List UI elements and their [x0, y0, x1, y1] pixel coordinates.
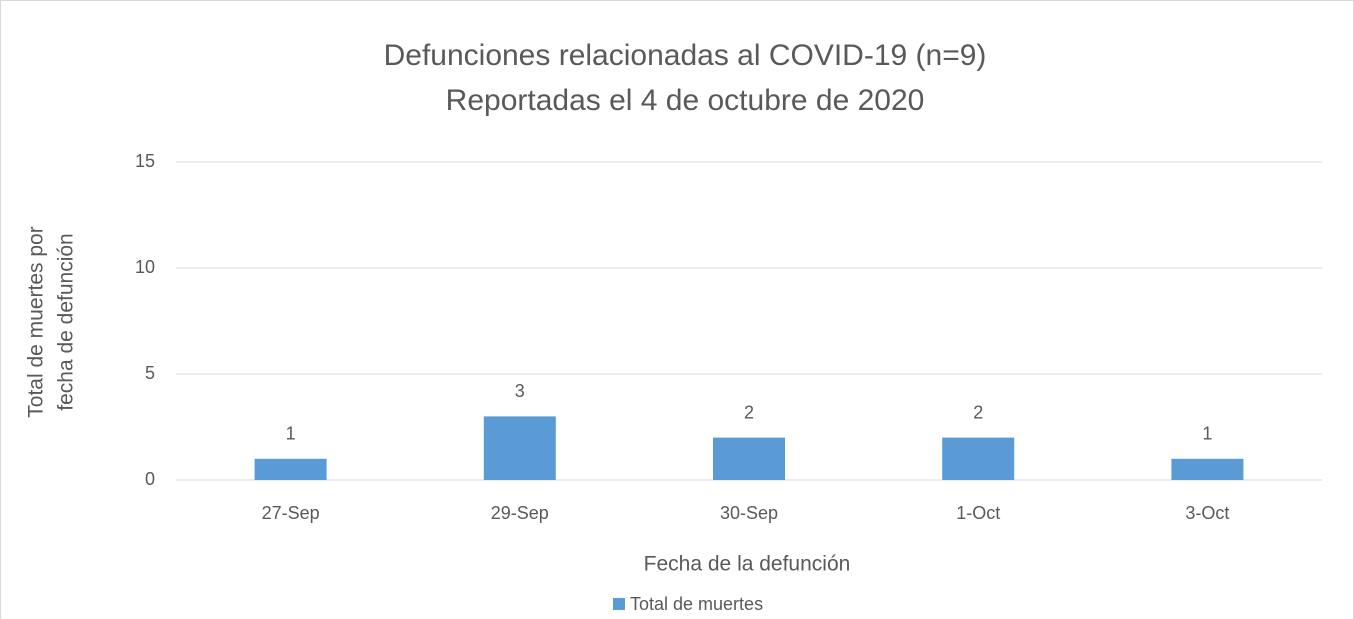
- bar: [254, 458, 327, 480]
- legend-label: Total de muertes: [630, 594, 763, 614]
- y-tick-label: 15: [135, 151, 155, 171]
- bar: [942, 437, 1015, 480]
- y-tick-label: 5: [145, 363, 155, 383]
- x-tick-label: 3-Oct: [1185, 503, 1229, 523]
- chart-subtitle: Reportadas el 4 de octubre de 2020: [446, 84, 925, 117]
- data-label: 1: [286, 424, 296, 444]
- x-tick-label: 29-Sep: [491, 503, 549, 523]
- bar: [713, 437, 785, 480]
- y-axis-label: Total de muertes por: [25, 226, 48, 417]
- data-label: 3: [515, 381, 525, 401]
- y-tick-label: 0: [145, 469, 155, 489]
- chart-title: Defunciones relacionadas al COVID-19 (n=…: [384, 39, 987, 72]
- x-axis-label: Fecha de la defunción: [644, 553, 851, 576]
- y-axis-label: fecha de defunción: [55, 233, 78, 410]
- x-tick-label: 30-Sep: [720, 503, 778, 523]
- data-label: 1: [1202, 424, 1212, 444]
- bar: [1171, 458, 1244, 480]
- bar: [483, 416, 556, 480]
- x-tick-label: 1-Oct: [956, 503, 1000, 523]
- y-tick-label: 10: [135, 257, 155, 277]
- data-label: 2: [744, 402, 754, 422]
- legend-swatch: [613, 598, 625, 610]
- x-tick-label: 27-Sep: [262, 503, 320, 523]
- data-label: 2: [973, 402, 983, 422]
